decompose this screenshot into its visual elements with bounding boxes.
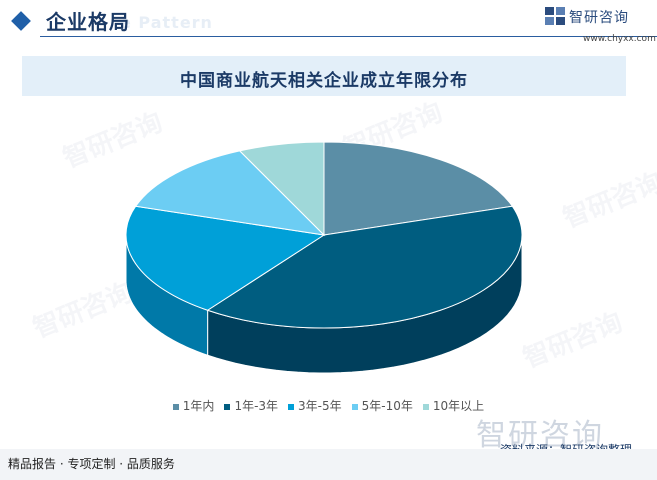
pie-slice — [125, 205, 326, 311]
section-title: 企业格局 — [46, 10, 130, 34]
brand-url: www.chyxx.com — [583, 34, 656, 44]
chart-legend: 1年内 1年-3年 3年-5年 5年-10年 10年以上 — [0, 397, 657, 414]
footer-tagline: 精品报告 · 专项定制 · 品质服务 — [8, 457, 175, 471]
legend-label: 5年-10年 — [361, 399, 413, 413]
legend-swatch — [172, 403, 179, 410]
legend-label: 10年以上 — [432, 399, 485, 413]
legend-swatch — [422, 403, 429, 410]
legend-label: 3年-5年 — [298, 399, 342, 413]
pie-slice — [238, 141, 325, 237]
page-footer: 精品报告 · 专项定制 · 品质服务 — [0, 449, 657, 480]
pie-slice — [206, 205, 523, 329]
legend-item: 10年以上 — [422, 397, 485, 414]
header-background-text: e Pattern — [120, 13, 213, 32]
pie-slice — [134, 150, 326, 236]
legend-item: 1年-3年 — [224, 397, 278, 414]
watermark-large: 智研咨询 — [476, 418, 604, 453]
header-divider — [40, 36, 657, 37]
legend-item: 3年-5年 — [288, 397, 342, 414]
brand-logo-icon — [545, 7, 565, 25]
legend-swatch — [224, 403, 231, 410]
legend-swatch — [288, 403, 295, 410]
pie-slice — [323, 141, 514, 236]
chart-title: 中国商业航天相关企业成立年限分布 — [180, 71, 468, 91]
legend-label: 1年-3年 — [234, 399, 279, 413]
page-header: e Pattern 企业格局 智研咨询 www.chyxx.com — [0, 0, 657, 46]
legend-item: 1年内 — [172, 397, 215, 414]
legend-swatch — [351, 403, 358, 410]
legend-item: 5年-10年 — [351, 397, 413, 414]
brand-name: 智研咨询 — [569, 10, 629, 26]
chart-title-bar: 中国商业航天相关企业成立年限分布 — [22, 56, 626, 96]
legend-label: 1年内 — [182, 399, 215, 413]
